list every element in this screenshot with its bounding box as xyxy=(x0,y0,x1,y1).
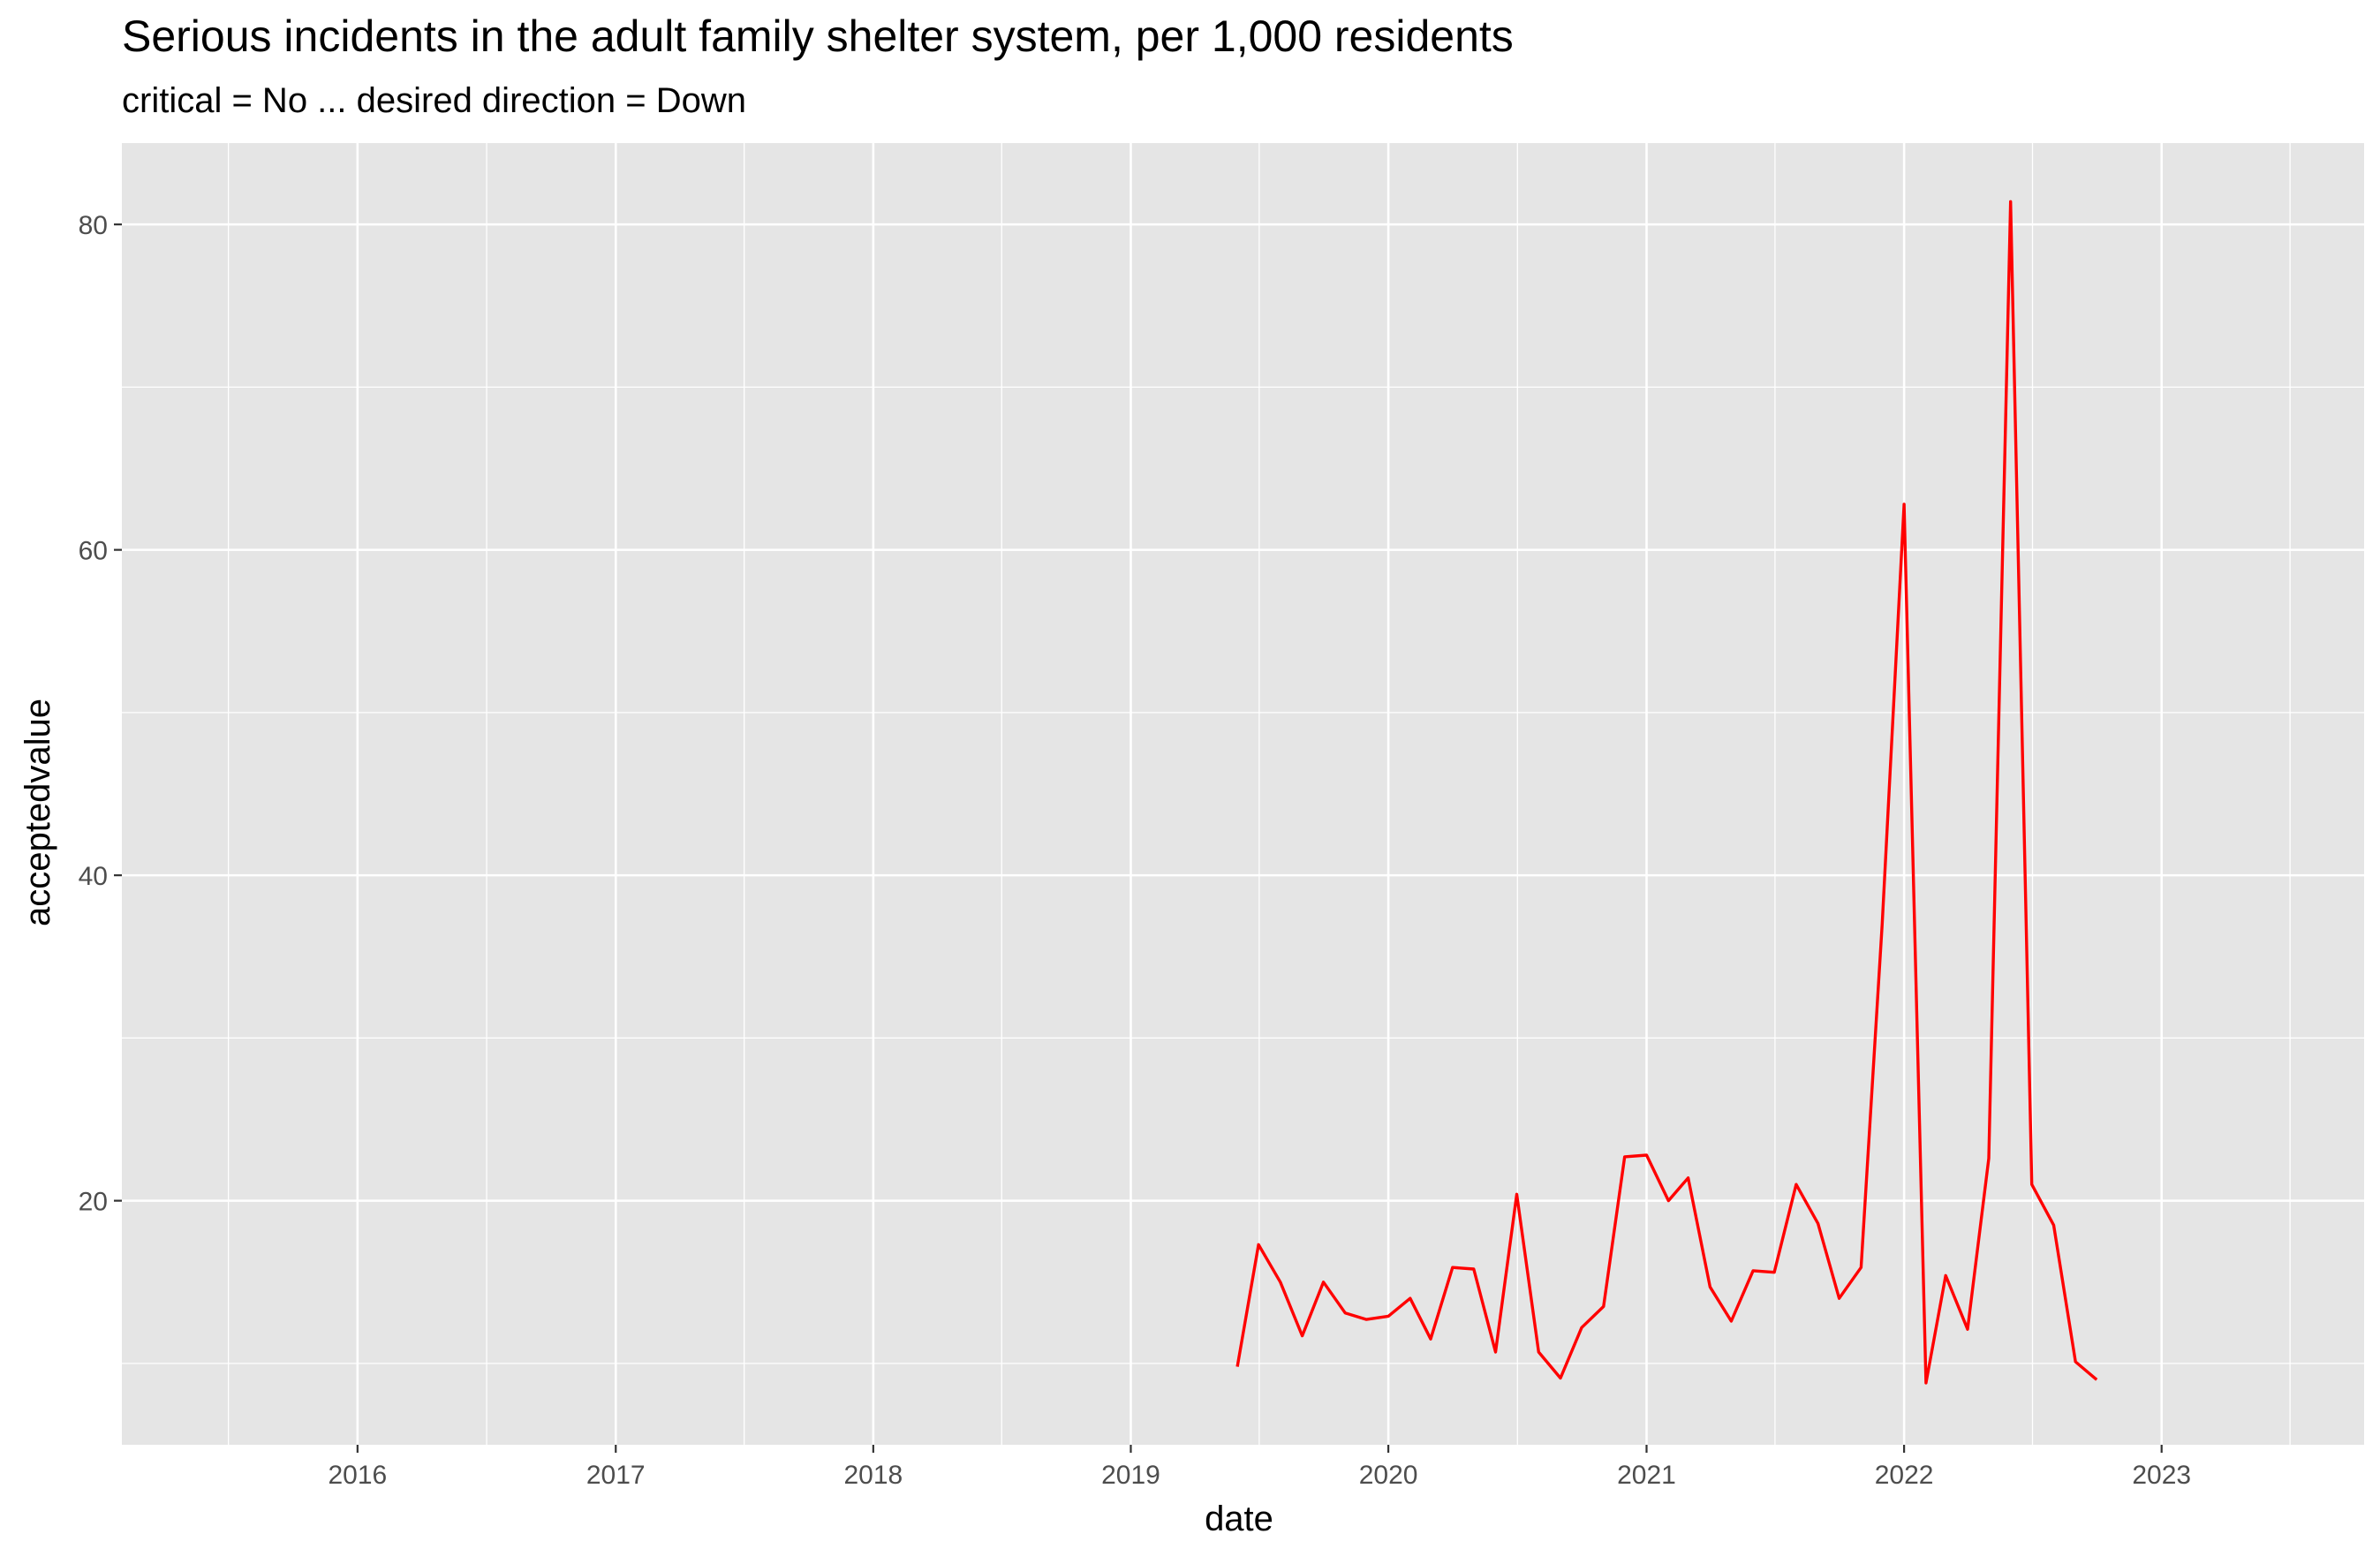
chart-subtitle: critical = No ... desired direction = Do… xyxy=(122,81,746,120)
x-tick-label: 2018 xyxy=(843,1461,903,1490)
gridlines xyxy=(122,143,2364,1445)
y-axis-title: acceptedvalue xyxy=(19,699,57,926)
x-tick-label: 2017 xyxy=(586,1461,646,1490)
x-tick-label: 2022 xyxy=(1875,1461,1934,1490)
x-tick-label: 2023 xyxy=(2132,1461,2191,1490)
y-tick-label: 80 xyxy=(79,211,108,240)
x-tick-label: 2021 xyxy=(1617,1461,1676,1490)
y-tick-label: 20 xyxy=(79,1188,108,1217)
x-tick-label: 2016 xyxy=(328,1461,387,1490)
x-tick-label: 2019 xyxy=(1101,1461,1160,1490)
plot-panel xyxy=(122,143,2364,1445)
y-tick-label: 60 xyxy=(79,537,108,566)
series-layer xyxy=(1235,200,2098,1385)
chart-title: Serious incidents in the adult family sh… xyxy=(122,11,1514,61)
y-tick-label: 40 xyxy=(79,862,108,891)
series-line xyxy=(1235,200,2098,1385)
axes: 20 40 60 80 2016 2017 2018 2019 2020 2021 2022 2023 xyxy=(79,211,2191,1490)
x-axis-title: date xyxy=(1205,1500,1273,1538)
panel-background xyxy=(122,143,2364,1445)
x-tick-label: 2020 xyxy=(1359,1461,1418,1490)
